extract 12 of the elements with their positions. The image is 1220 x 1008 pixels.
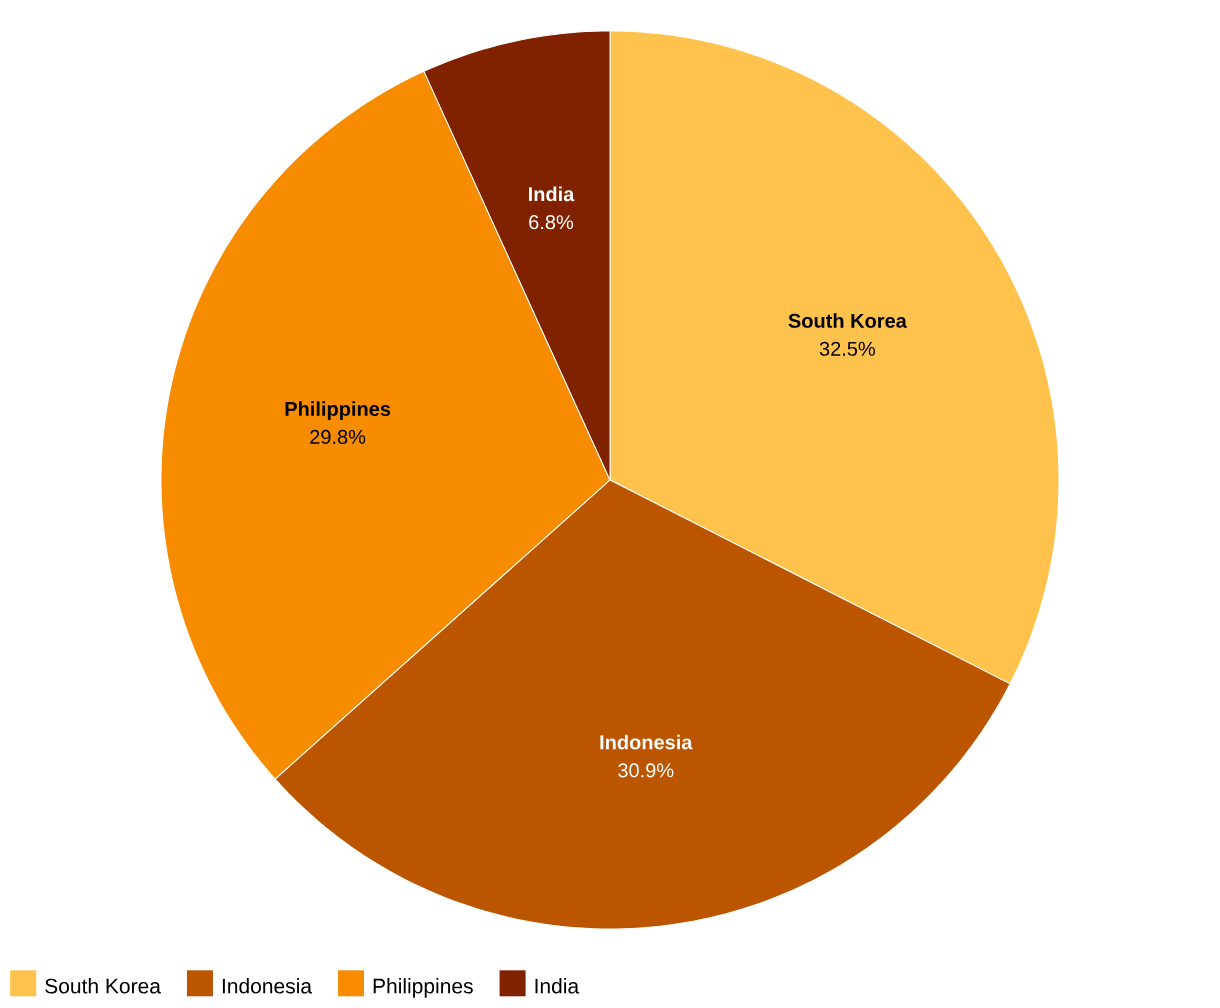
slice-label: South Korea xyxy=(788,313,907,328)
slice-label: Indonesia xyxy=(600,734,693,750)
legend-label: India xyxy=(535,978,580,994)
slice-label: Philippines xyxy=(285,401,391,420)
data-label: 6.8% xyxy=(529,215,574,230)
data-label: 30.9% xyxy=(618,763,674,778)
data-label: 29.8% xyxy=(310,429,366,445)
legend-label: South Korea xyxy=(45,978,161,994)
slice-label: India xyxy=(528,186,575,202)
legend-label: Indonesia xyxy=(222,978,313,994)
legend-label: Philippines xyxy=(373,978,473,998)
data-label: 32.5% xyxy=(819,341,875,356)
